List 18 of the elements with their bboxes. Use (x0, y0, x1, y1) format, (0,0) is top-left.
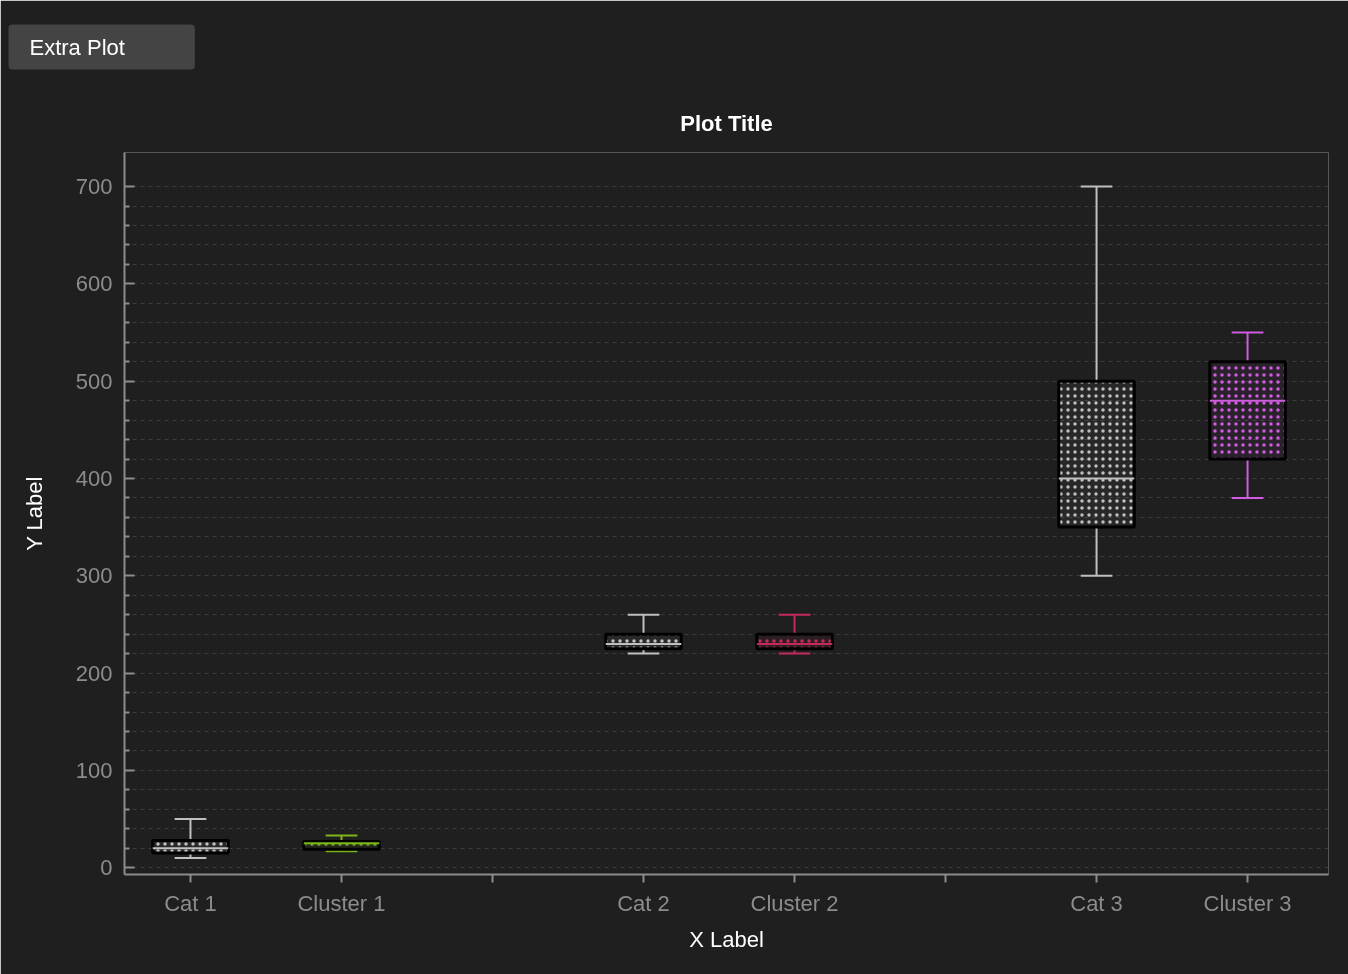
x-tick-label: Cat 1 (164, 890, 217, 916)
chart-title: Plot Title (680, 110, 773, 136)
y-tick-label: 200 (75, 660, 113, 686)
text: Extra Plot (29, 34, 125, 60)
x-tick-label: Cluster 1 (297, 890, 386, 916)
y-tick-label: 100 (75, 757, 113, 783)
y-tick-label: 300 (75, 563, 113, 589)
y-tick-label: 600 (75, 271, 113, 297)
y-axis-title: Y Label (21, 476, 47, 551)
y-tick-label: 0 (100, 855, 113, 881)
x-tick-label: Cluster 2 (750, 890, 839, 916)
y-tick-label: 700 (75, 174, 113, 200)
y-tick-label: 400 (75, 465, 113, 491)
x-tick-label: Cluster 3 (1203, 890, 1292, 916)
y-tick-label: 500 (75, 368, 113, 394)
x-tick-label: Cat 3 (1070, 890, 1123, 916)
x-tick-label: Cat 2 (617, 890, 670, 916)
x-axis-title: X Label (689, 926, 764, 952)
